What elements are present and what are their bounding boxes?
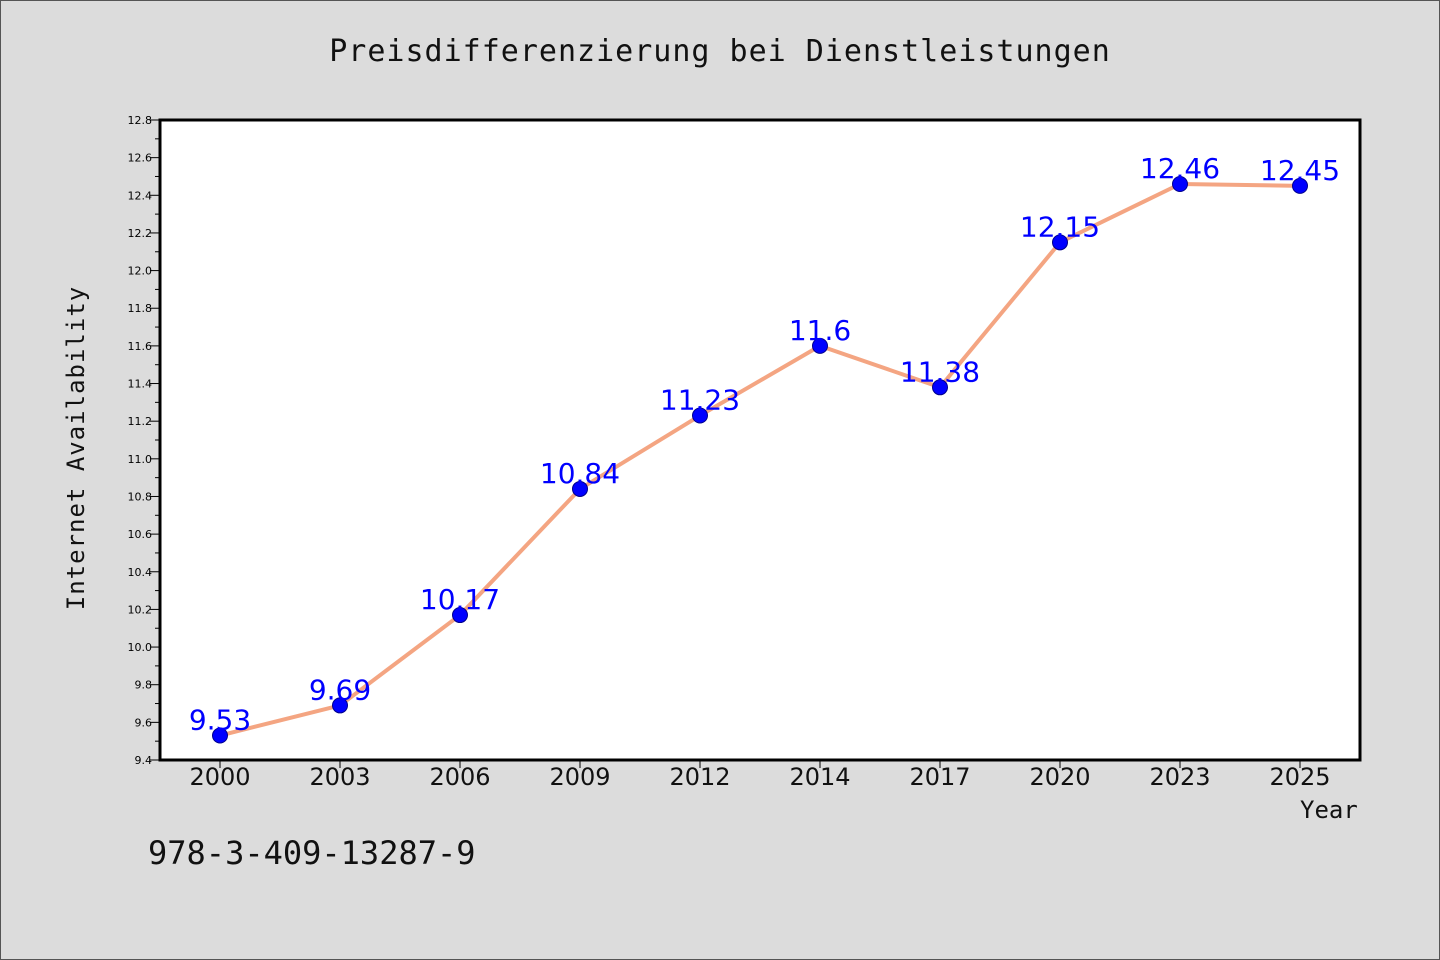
data-point: [1172, 176, 1188, 192]
data-label: 10.17: [420, 583, 500, 616]
y-tick-label: 10.0: [128, 641, 153, 654]
y-tick-label: 11.8: [128, 302, 153, 315]
y-tick-label: 10.2: [128, 603, 153, 616]
x-tick-label: 2003: [309, 763, 370, 791]
y-tick-label: 12.2: [128, 227, 153, 240]
plot-area: [160, 120, 1360, 760]
y-tick-label: 11.4: [128, 378, 153, 391]
data-label: 9.69: [309, 673, 371, 706]
data-point: [1052, 234, 1068, 251]
isbn-text: 978-3-409-13287-9: [148, 834, 476, 872]
y-tick-label: 11.2: [128, 415, 153, 428]
plot-border: [158, 118, 1362, 762]
y-tick-label: 11.0: [128, 453, 153, 466]
x-tick-label: 2025: [1269, 763, 1330, 791]
y-tick-label: 10.6: [128, 528, 153, 541]
x-tick-label: 2006: [429, 763, 490, 791]
y-tick-label: 11.6: [128, 340, 153, 353]
y-tick-label: 10.8: [128, 490, 153, 503]
series-line: [218, 182, 1302, 738]
chart-title: Preisdifferenzierung bei Dienstleistunge…: [329, 34, 1111, 69]
x-tick-label: 2012: [669, 763, 730, 791]
data-label: 12.46: [1140, 152, 1220, 185]
data-label: 9.53: [189, 704, 251, 737]
x-tick-label: 2014: [789, 763, 850, 791]
y-tick-label: 10.4: [128, 566, 153, 579]
data-label: 10.84: [540, 457, 620, 490]
data-point: [812, 337, 828, 354]
data-label: 11.23: [660, 384, 740, 417]
y-tick-label: 9.8: [135, 679, 153, 692]
y-tick-label: 12.8: [128, 114, 153, 127]
y-tick-label: 12.4: [128, 189, 153, 202]
data-point: [452, 607, 468, 624]
y-tick-label: 9.6: [135, 716, 153, 729]
y-tick-label: 9.4: [135, 754, 153, 767]
data-label: 12.45: [1260, 154, 1340, 187]
data-label: 11.6: [789, 314, 851, 347]
data-point: [1292, 177, 1308, 194]
data-point: [212, 727, 228, 744]
y-tick-label: 12.6: [128, 152, 153, 165]
data-label: 12.15: [1020, 210, 1100, 243]
data-point: [932, 379, 948, 396]
data-point: [332, 697, 348, 714]
data-label: 11.38: [900, 355, 980, 388]
x-tick-label: 2020: [1029, 763, 1090, 791]
data-point: [692, 407, 708, 424]
x-tick-label: 2000: [189, 763, 250, 791]
data-point: [572, 480, 588, 497]
x-tick-label: 2009: [549, 763, 610, 791]
x-tick-label: 2017: [909, 763, 970, 791]
y-axis-label: Internet Availability: [62, 285, 90, 611]
x-tick-label: 2023: [1149, 763, 1210, 791]
x-axis-label: Year: [1300, 796, 1358, 824]
y-tick-label: 12.0: [128, 265, 153, 278]
